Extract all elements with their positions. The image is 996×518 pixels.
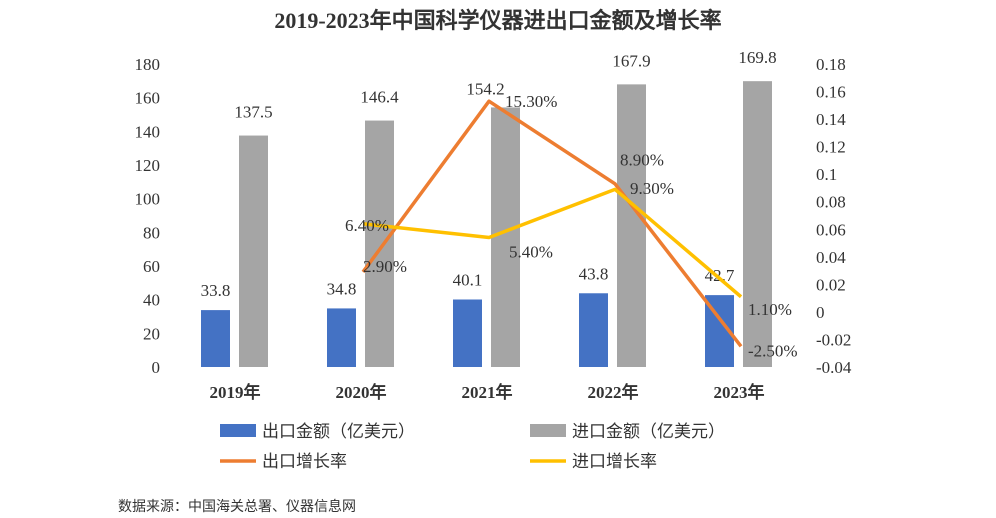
x-tick-label: 2019年 xyxy=(210,382,261,402)
line-data-label: 8.90% xyxy=(620,150,664,169)
import-bar xyxy=(617,84,646,367)
y-tick-label: 140 xyxy=(135,122,161,141)
legend-label: 进口金额（亿美元） xyxy=(572,422,725,441)
y2-tick-label: 0 xyxy=(816,303,825,322)
y-tick-label: 120 xyxy=(135,156,161,175)
y-tick-label: 0 xyxy=(152,358,161,377)
y-tick-label: 60 xyxy=(143,257,160,276)
y-tick-label: 160 xyxy=(135,89,161,108)
import-bar xyxy=(743,81,772,368)
y2-tick-label: 0.14 xyxy=(816,110,846,129)
x-tick-label: 2023年 xyxy=(714,382,765,402)
legend-swatch xyxy=(220,424,256,437)
line-data-label: 5.40% xyxy=(509,243,553,262)
import-bar xyxy=(491,107,520,368)
line-data-label: -2.50% xyxy=(748,341,798,360)
chart-title: 2019-2023年中国科学仪器进出口金额及增长率 xyxy=(274,8,721,33)
legend-label: 出口增长率 xyxy=(262,452,347,471)
y2-tick-label: 0.18 xyxy=(816,55,846,74)
export-bar xyxy=(579,293,608,367)
source-note: 数据来源：中国海关总署、仪器信息网 xyxy=(118,498,356,515)
bar-data-label: 137.5 xyxy=(234,103,272,122)
bar-data-label: 167.9 xyxy=(612,51,650,70)
export-growth-line xyxy=(361,99,743,348)
legend-label: 出口金额（亿美元） xyxy=(262,422,415,441)
y2-tick-label: 0.02 xyxy=(816,275,846,294)
line-data-label: 6.40% xyxy=(345,216,389,235)
line-data-label: 1.10% xyxy=(748,300,792,319)
x-tick-label: 2021年 xyxy=(462,382,513,402)
y2-tick-label: 0.16 xyxy=(816,83,846,102)
export-bar xyxy=(327,308,356,367)
legend-label: 进口增长率 xyxy=(572,452,657,471)
y-tick-label: 80 xyxy=(143,223,160,242)
line-data-label: 2.90% xyxy=(363,257,407,276)
y2-tick-label: -0.04 xyxy=(816,358,852,377)
bar-data-label: 40.1 xyxy=(453,270,483,289)
import-bar xyxy=(239,135,268,367)
export-bar xyxy=(453,299,482,367)
bar-data-label: 43.8 xyxy=(579,264,609,283)
export-bar xyxy=(201,310,230,367)
y2-tick-label: 0.08 xyxy=(816,193,846,212)
x-tick-label: 2020年 xyxy=(336,382,387,402)
line-data-label: 9.30% xyxy=(630,179,674,198)
y2-tick-label: -0.02 xyxy=(816,330,851,349)
y-tick-label: 100 xyxy=(135,190,161,209)
y-tick-label: 40 xyxy=(143,291,160,310)
bar-data-label: 33.8 xyxy=(201,281,231,300)
y2-tick-label: 0.12 xyxy=(816,138,846,157)
x-tick-label: 2022年 xyxy=(588,382,639,402)
legend-swatch xyxy=(530,424,566,437)
line-data-label: 15.30% xyxy=(505,92,557,111)
bar-data-label: 169.8 xyxy=(738,48,776,67)
y2-tick-label: 0.1 xyxy=(816,165,837,184)
import-bar xyxy=(365,120,394,367)
y-tick-label: 20 xyxy=(143,324,160,343)
y-tick-label: 180 xyxy=(135,55,161,74)
bar-data-label: 154.2 xyxy=(466,79,504,98)
y2-tick-label: 0.06 xyxy=(816,220,846,239)
bar-data-label: 146.4 xyxy=(360,88,399,107)
bar-data-label: 34.8 xyxy=(327,279,357,298)
y2-tick-label: 0.04 xyxy=(816,248,846,267)
import-growth-line xyxy=(362,187,743,299)
